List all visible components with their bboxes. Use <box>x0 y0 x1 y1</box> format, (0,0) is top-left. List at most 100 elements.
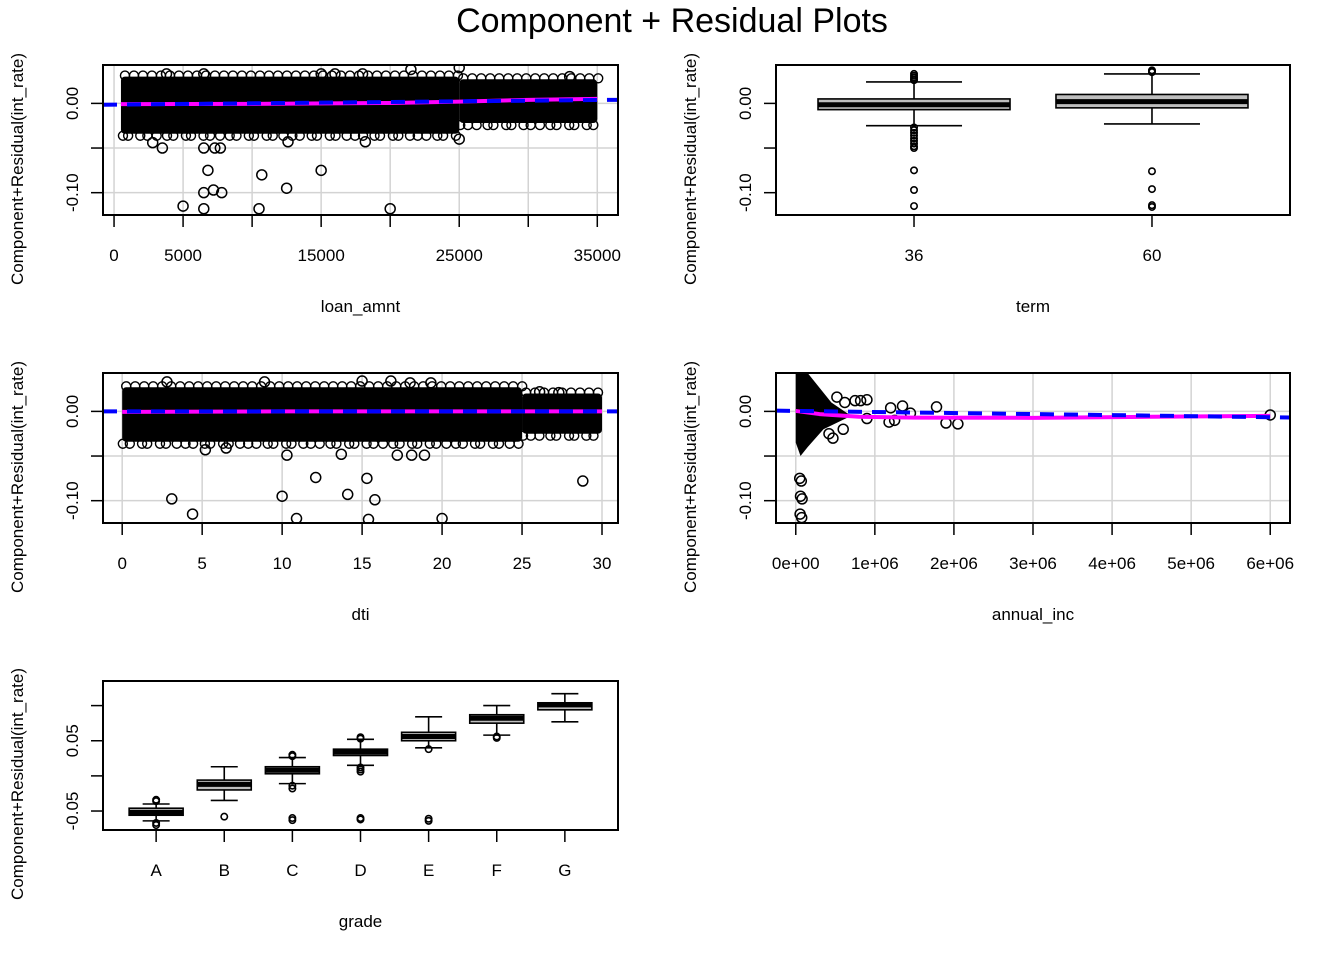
data-point <box>357 130 369 141</box>
data-point <box>243 130 255 141</box>
data-point <box>282 136 294 148</box>
data-point <box>405 65 417 76</box>
data-point <box>204 130 216 141</box>
data-point <box>324 130 336 141</box>
data-point <box>298 438 309 449</box>
data-point <box>930 401 943 413</box>
x-tick-label: 5000 <box>164 246 202 265</box>
data-point <box>593 73 604 84</box>
data-point <box>306 130 317 141</box>
x-tick-label: C <box>286 861 298 880</box>
x-tick-label: 0 <box>109 246 118 265</box>
data-point <box>294 130 305 141</box>
data-point <box>394 438 405 449</box>
y-tick-label: -0.05 <box>63 792 82 831</box>
data-point <box>146 136 159 149</box>
plot-area <box>776 373 1290 523</box>
data-point <box>837 423 849 435</box>
x-tick-label: 2e+06 <box>930 554 978 573</box>
plot-area <box>103 373 618 523</box>
data-point <box>256 169 268 181</box>
data-point <box>335 448 348 460</box>
data-point <box>160 438 172 449</box>
data-point <box>325 438 336 449</box>
data-point <box>220 442 232 454</box>
data-point <box>124 438 136 449</box>
data-point <box>253 203 265 215</box>
data-point <box>569 430 580 441</box>
y-axis-label-wrap: Component+Residual(int_rate) <box>8 361 27 593</box>
data-point <box>156 142 169 154</box>
x-tick-label: F <box>492 861 502 880</box>
data-point <box>349 130 361 141</box>
data-point <box>471 119 482 131</box>
data-point <box>315 68 327 80</box>
data-point <box>533 386 546 398</box>
data-point <box>267 130 278 141</box>
data-point <box>588 430 599 441</box>
data-point <box>384 203 396 215</box>
data-point <box>198 142 210 154</box>
outlier-point <box>1147 68 1156 77</box>
data-point <box>261 130 272 141</box>
data-point <box>199 438 211 449</box>
data-point <box>551 119 562 131</box>
data-point <box>251 438 262 449</box>
data-point <box>488 119 499 131</box>
data-point <box>884 402 897 414</box>
outlier-point <box>152 821 161 830</box>
data-point <box>404 377 416 389</box>
box-E <box>400 716 457 825</box>
point-cloud <box>122 387 523 442</box>
data-point <box>281 449 293 461</box>
data-point <box>404 130 416 141</box>
y-tick-label: 0.00 <box>736 87 755 120</box>
data-point <box>437 130 449 141</box>
data-point <box>432 130 443 141</box>
x-tick-label: 3e+06 <box>1009 554 1057 573</box>
data-point <box>839 396 851 409</box>
x-tick-label: 20 <box>433 554 452 573</box>
data-point <box>482 119 493 131</box>
x-tick-label: 5e+06 <box>1167 554 1215 573</box>
data-point <box>534 430 545 441</box>
data-point <box>861 394 873 406</box>
data-point <box>311 130 323 141</box>
y-axis-label-wrap: Component+Residual(int_rate) <box>8 668 27 900</box>
data-point <box>501 119 512 131</box>
data-point <box>198 203 210 215</box>
data-point <box>405 449 418 461</box>
data-point <box>349 438 360 449</box>
data-point <box>280 438 292 449</box>
smooth-fit-line <box>795 408 1271 420</box>
x-axis-label: grade <box>339 912 382 931</box>
data-point <box>431 438 442 449</box>
x-tick-label: 0e+00 <box>772 554 820 573</box>
x-tick-label: 36 <box>905 246 924 265</box>
outlier-point <box>1147 185 1156 194</box>
panel-annual-inc: 0.00 -0.10 0e+00 1e+06 2e+06 3e+06 4e+06 5e+06 6… <box>681 361 1294 624</box>
x-tick-label: E <box>423 861 434 880</box>
y-axis-label-wrap: Component+Residual(int_rate) <box>681 53 700 285</box>
data-point <box>377 438 389 449</box>
data-point <box>457 438 469 449</box>
data-point <box>276 490 288 502</box>
outlier-point <box>910 131 919 140</box>
data-point <box>161 376 173 388</box>
data-point <box>290 512 303 523</box>
data-point <box>391 449 404 461</box>
data-point <box>581 119 592 131</box>
point-cloud <box>522 393 603 434</box>
data-point <box>198 68 210 80</box>
data-point <box>329 68 341 80</box>
y-axis-label: Component+Residual(int_rate) <box>8 53 27 285</box>
outlier-point <box>1147 202 1156 211</box>
data-point <box>117 438 129 449</box>
data-point <box>330 130 341 141</box>
plot-frame <box>102 372 619 524</box>
data-point <box>563 119 575 131</box>
x-tick-label: 6e+06 <box>1246 554 1294 573</box>
data-point <box>361 438 372 449</box>
data-point <box>248 130 260 141</box>
